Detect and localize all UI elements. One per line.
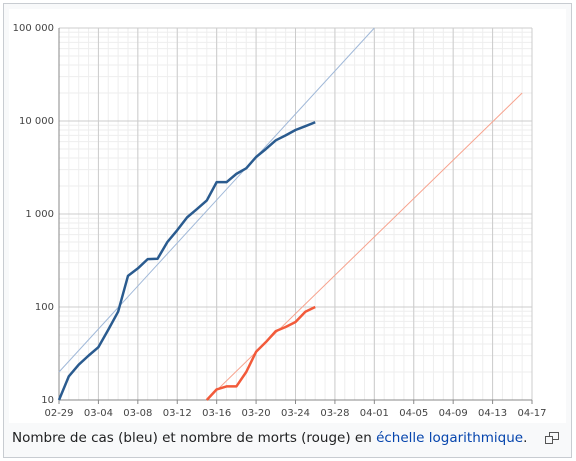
chart: 10 100 1 000 10 000 100 000 02-29 03-04 03-08 03… (9, 9, 566, 423)
x-tick-label: 04-17 (517, 408, 546, 419)
x-tick-label: 03-12 (163, 408, 192, 419)
thumbnail-frame: 10 100 1 000 10 000 100 000 02-29 03-04 03-08 03… (3, 3, 572, 458)
caption-text: Nombre de cas (bleu) et nombre de morts … (12, 430, 377, 446)
caption-text: . (523, 430, 528, 446)
series-line (58, 27, 375, 373)
y-tick-label: 1 000 (25, 209, 54, 220)
x-tick-label: 04-05 (399, 408, 428, 419)
x-tick-label: 04-09 (439, 408, 468, 419)
x-tick-label: 03-08 (123, 408, 152, 419)
x-tick-label: 03-24 (281, 408, 310, 419)
x-tick-label: 03-04 (84, 408, 113, 419)
series-line (57, 121, 316, 401)
x-tick-label: 04-01 (360, 408, 389, 419)
y-tick-label: 10 000 (19, 116, 54, 127)
x-tick-label: 04-13 (478, 408, 507, 419)
x-tick-label: 02-29 (44, 408, 73, 419)
caption-link[interactable]: échelle logarithmique (376, 430, 524, 446)
enlarge-icon[interactable] (545, 432, 559, 444)
x-tick-label: 03-16 (202, 408, 231, 419)
x-tick-label: 03-20 (242, 408, 271, 419)
y-tick-label: 100 000 (13, 23, 54, 34)
caption: Nombre de cas (bleu) et nombre de morts … (12, 430, 527, 446)
series-line (205, 305, 316, 401)
y-tick-label: 10 (41, 395, 54, 406)
y-tick-label: 100 (35, 302, 54, 313)
x-tick-label: 03-28 (320, 408, 349, 419)
